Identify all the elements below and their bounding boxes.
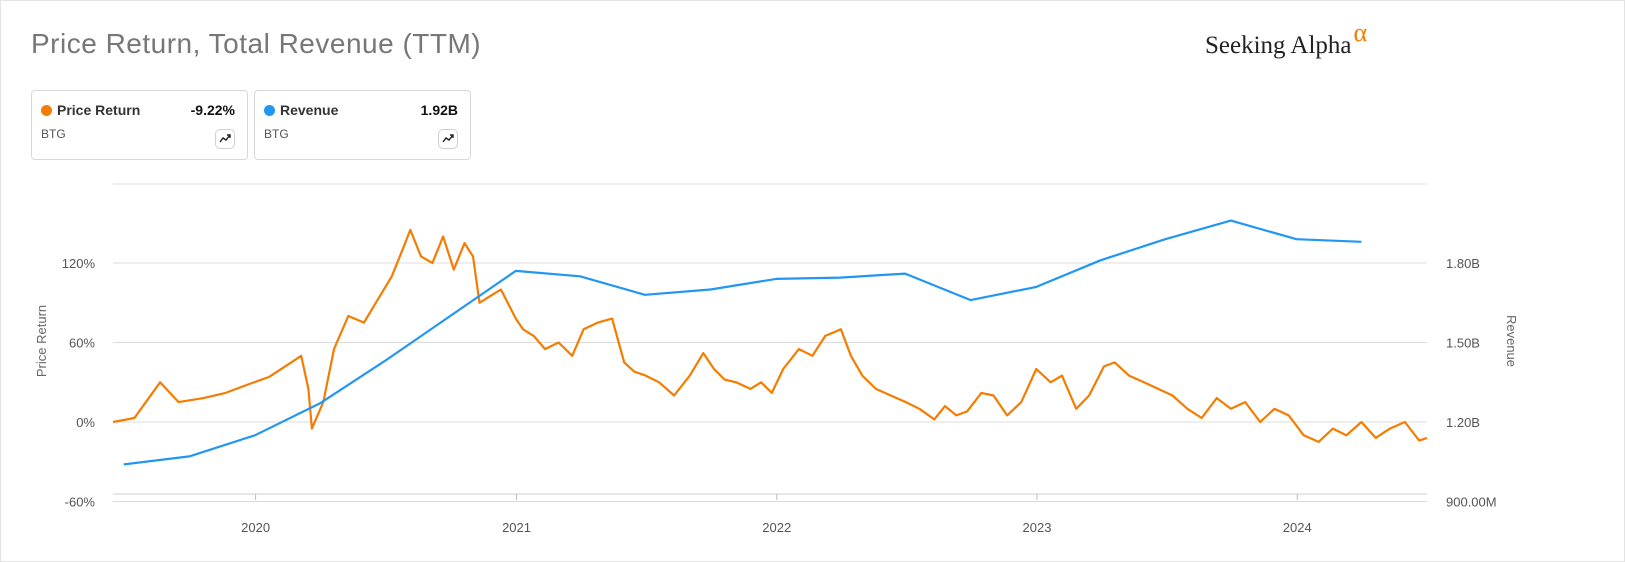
legend-series-name: Price Return	[57, 102, 141, 118]
x-tick-label: 2020	[241, 520, 270, 535]
y-left-tick-label: -60%	[65, 495, 96, 510]
legend-series-name: Revenue	[280, 102, 339, 118]
y-right-tick-label: 1.80B	[1446, 256, 1480, 271]
legend-ticker: BTG	[41, 127, 66, 141]
price-return-line	[112, 228, 1428, 443]
x-tick-label: 2022	[762, 520, 791, 535]
legend-series-value: -9.22%	[190, 102, 235, 118]
seeking-alpha-logo[interactable]: Seeking Alphaα	[1205, 18, 1367, 60]
trend-chart-icon[interactable]	[438, 129, 458, 149]
x-tick-label: 2024	[1283, 520, 1312, 535]
alpha-logo-icon: α	[1353, 18, 1368, 47]
logo-text: Seeking Alpha	[1205, 32, 1352, 59]
y-right-axis-title: Revenue	[1504, 315, 1519, 367]
legend-series-value: 1.92B	[420, 102, 458, 118]
y-left-tick-label: 0%	[76, 415, 95, 430]
x-tick-label: 2021	[502, 520, 531, 535]
chart-title: Price Return, Total Revenue (TTM)	[31, 28, 482, 59]
revenue-line	[123, 219, 1362, 466]
legend-ticker: BTG	[264, 127, 289, 141]
y-left-axis-title: Price Return	[34, 305, 49, 377]
y-left-tick-label: 120%	[62, 256, 96, 271]
y-right-tick-label: 1.50B	[1446, 336, 1480, 351]
y-left-tick-label: 60%	[69, 336, 95, 351]
revenue-dot-icon	[264, 105, 275, 116]
y-right-tick-label: 900.00M	[1446, 495, 1497, 510]
x-tick-label: 2023	[1023, 520, 1052, 535]
legend-card-price-return[interactable]: Price Return -9.22% BTG	[31, 90, 248, 160]
legend-card-revenue[interactable]: Revenue 1.92B BTG	[254, 90, 471, 160]
price-return-dot-icon	[41, 105, 52, 116]
trend-chart-icon[interactable]	[215, 129, 235, 149]
y-right-tick-label: 1.20B	[1446, 415, 1480, 430]
